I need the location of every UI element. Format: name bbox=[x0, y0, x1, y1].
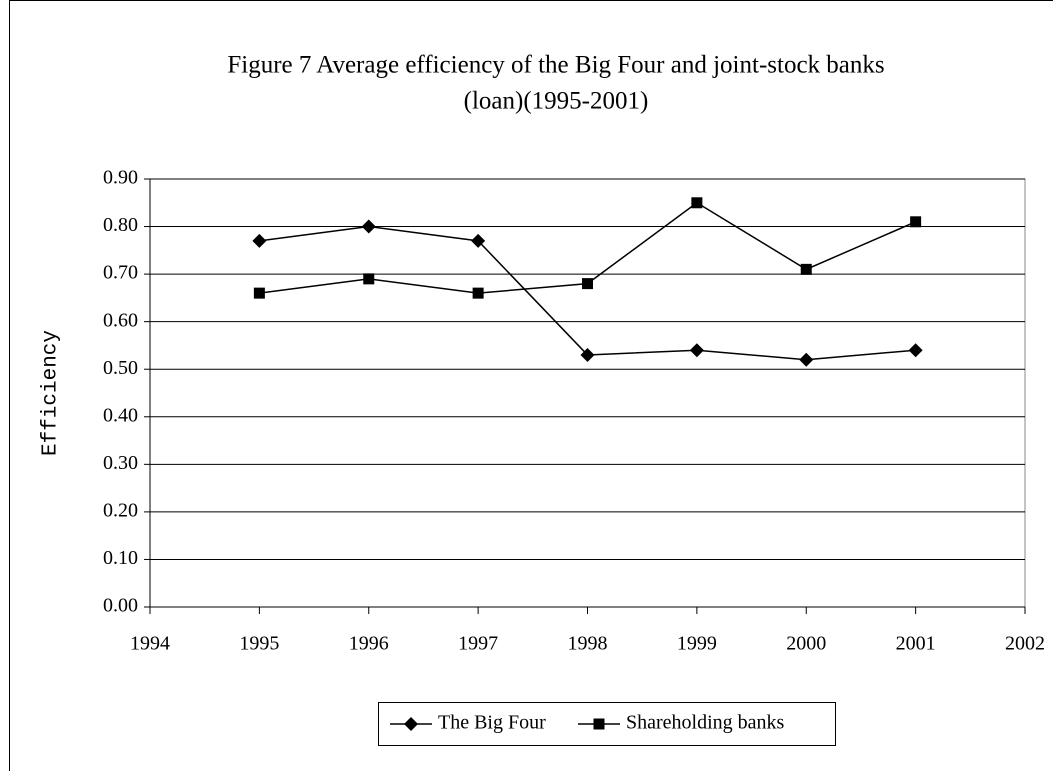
marker bbox=[361, 219, 376, 234]
legend-label: The Big Four bbox=[438, 712, 546, 734]
x-tick-label: 1999 bbox=[677, 633, 717, 655]
marker bbox=[471, 233, 486, 248]
y-tick-label: 0.30 bbox=[103, 452, 138, 474]
marker bbox=[799, 352, 814, 367]
chart-title: (loan)(1995-2001) bbox=[464, 88, 649, 115]
marker bbox=[253, 287, 265, 299]
plot-area bbox=[149, 178, 1026, 608]
marker bbox=[689, 343, 704, 358]
y-tick-label: 0.10 bbox=[103, 547, 138, 569]
marker bbox=[472, 287, 484, 299]
marker bbox=[800, 263, 812, 275]
y-tick-label: 0.90 bbox=[103, 167, 138, 189]
x-tick-label: 1998 bbox=[568, 633, 608, 655]
marker bbox=[582, 278, 593, 290]
x-tick-label: 2000 bbox=[786, 633, 826, 655]
legend-label: Shareholding banks bbox=[626, 712, 785, 734]
series-line bbox=[259, 225, 916, 361]
y-tick-label: 0.80 bbox=[103, 214, 138, 236]
legend-marker bbox=[404, 717, 418, 731]
x-tick-label: 1997 bbox=[458, 633, 498, 655]
x-tick-label: 1994 bbox=[130, 633, 170, 655]
chart-title: Figure 7 Average efficiency of the Big F… bbox=[227, 52, 884, 79]
marker bbox=[363, 273, 375, 285]
marker bbox=[252, 233, 267, 248]
y-tick-label: 0.50 bbox=[103, 357, 138, 379]
marker bbox=[910, 216, 922, 228]
legend-marker bbox=[593, 718, 605, 730]
x-tick-label: 1995 bbox=[239, 633, 279, 655]
x-tick-label: 1996 bbox=[349, 633, 389, 655]
x-tick-label: 2002 bbox=[1005, 633, 1045, 655]
y-axis-label: Efficiency bbox=[40, 330, 63, 456]
chart-border bbox=[9, 0, 1053, 771]
marker bbox=[908, 343, 923, 358]
marker bbox=[580, 347, 595, 362]
y-tick-label: 0.60 bbox=[103, 309, 138, 331]
y-tick-label: 0.00 bbox=[103, 595, 138, 617]
y-tick-label: 0.20 bbox=[103, 499, 138, 521]
marker bbox=[691, 197, 703, 209]
y-tick-label: 0.70 bbox=[103, 262, 138, 284]
x-tick-label: 2001 bbox=[896, 633, 936, 655]
y-tick-label: 0.40 bbox=[103, 404, 138, 426]
